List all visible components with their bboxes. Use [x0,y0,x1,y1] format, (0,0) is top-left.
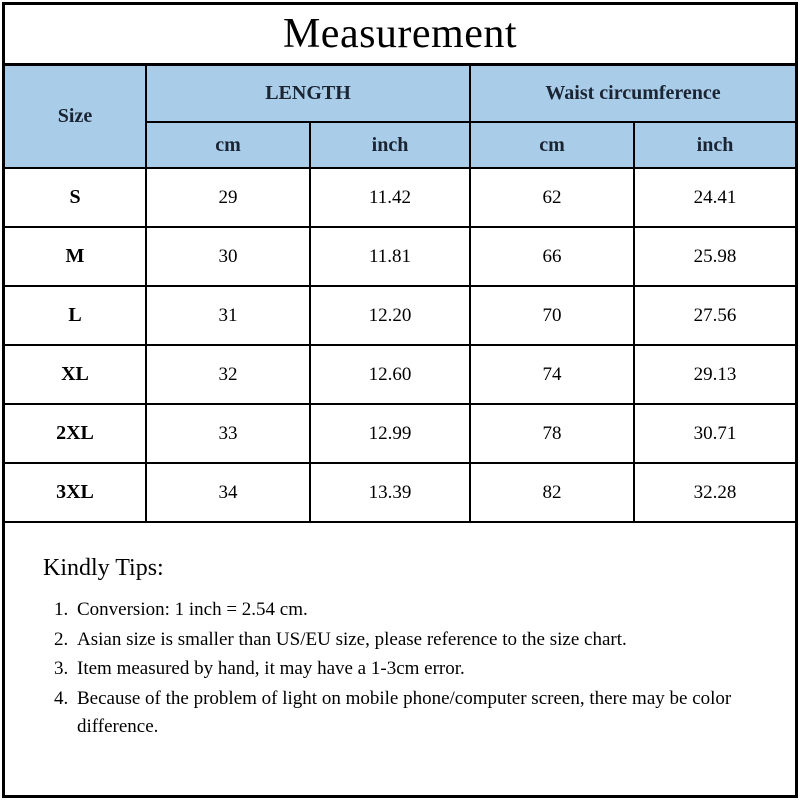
tips-list: Conversion: 1 inch = 2.54 cm.Asian size … [43,596,755,742]
size-cell: L [5,285,147,346]
value-cell: 62 [469,167,636,228]
value-cell: 29 [145,167,311,228]
value-cell: 30.71 [633,403,795,464]
tip-item: Because of the problem of light on mobil… [73,685,755,742]
table-row: S 29 11.42 62 24.41 [5,167,795,228]
value-cell: 11.42 [308,167,472,228]
header-waist-cm: cm [469,121,636,169]
value-cell: 29.13 [633,344,795,405]
page-title: Measurement [282,11,518,57]
tips-section: Kindly Tips: Conversion: 1 inch = 2.54 c… [5,523,795,742]
size-cell: 2XL [5,403,147,464]
table-row: XL 32 12.60 74 29.13 [5,344,795,405]
value-cell: 25.98 [633,226,795,287]
value-cell: 12.99 [308,403,472,464]
value-cell: 30 [145,226,311,287]
table-header-row-units: cm inch cm inch [5,121,795,169]
value-cell: 12.60 [308,344,472,405]
header-size: Size [5,66,147,169]
table-row: L 31 12.20 70 27.56 [5,285,795,346]
size-cell: S [5,167,147,228]
size-cell: XL [5,344,147,405]
tip-item: Item measured by hand, it may have a 1-3… [73,655,755,684]
header-waist: Waist circumference [469,66,795,123]
size-cell: 3XL [5,462,147,523]
size-table-body: S 29 11.42 62 24.41 M 30 11.81 66 25.98 L 31 12.20 70… [5,167,795,523]
value-cell: 12.20 [308,285,472,346]
table-header-row-groups: Size LENGTH Waist circumference [5,66,795,169]
size-table: Size LENGTH Waist circumference cm inch … [5,66,795,523]
value-cell: 13.39 [308,462,472,523]
value-cell: 27.56 [633,285,795,346]
size-cell: M [5,226,147,287]
value-cell: 31 [145,285,311,346]
value-cell: 82 [469,462,636,523]
value-cell: 32.28 [633,462,795,523]
header-waist-inch: inch [633,121,795,169]
tip-item: Asian size is smaller than US/EU size, p… [73,626,755,655]
value-cell: 24.41 [633,167,795,228]
value-cell: 78 [469,403,636,464]
title-box: Measurement [5,5,795,66]
header-length-cm: cm [146,121,311,169]
table-row: 2XL 33 12.99 78 30.71 [5,403,795,464]
size-table-head: Size LENGTH Waist circumference cm inch … [5,66,795,169]
tips-title: Kindly Tips: [43,555,164,581]
value-cell: 11.81 [308,226,472,287]
table-row: M 30 11.81 66 25.98 [5,226,795,287]
value-cell: 32 [145,344,311,405]
header-length: LENGTH [144,66,472,123]
value-cell: 70 [469,285,636,346]
value-cell: 74 [469,344,636,405]
tip-item: Conversion: 1 inch = 2.54 cm. [73,596,755,625]
value-cell: 66 [469,226,636,287]
table-row: 3XL 34 13.39 82 32.28 [5,462,795,523]
header-length-inch: inch [308,121,472,169]
value-cell: 34 [145,462,311,523]
value-cell: 33 [145,403,311,464]
